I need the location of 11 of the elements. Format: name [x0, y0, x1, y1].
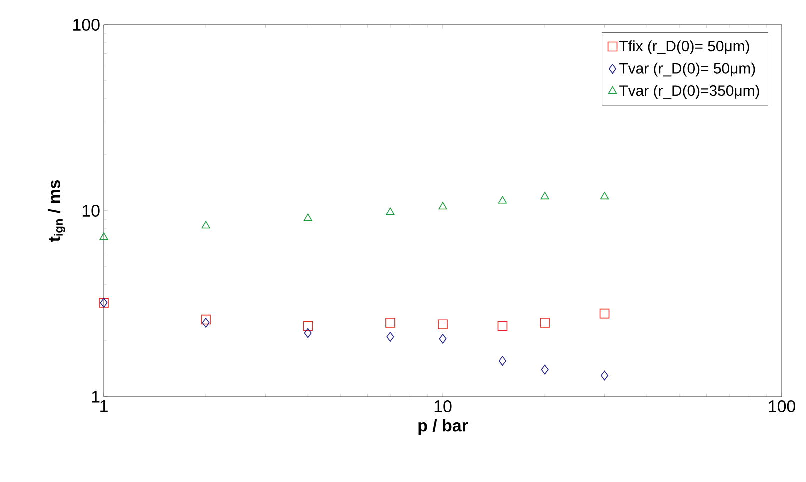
y-tick-label: 10	[82, 204, 100, 217]
x-tick-label: 1	[100, 400, 108, 412]
legend-label: Tvar (r_D(0)= 50μm)	[620, 62, 756, 77]
x-tick-label: 100	[769, 400, 796, 413]
y-tick-label: 1	[92, 391, 100, 403]
legend-label: Tfix (r_D(0)= 50μm)	[620, 40, 750, 55]
y-tick-label: 100	[74, 18, 100, 31]
x-tick-label: 10	[434, 400, 452, 413]
legend-label: Tvar (r_D(0)=350μm)	[620, 85, 760, 100]
y-axis-title: t$_{ign}$ / ms	[48, 180, 66, 242]
x-axis-title: p / bar	[418, 419, 468, 436]
